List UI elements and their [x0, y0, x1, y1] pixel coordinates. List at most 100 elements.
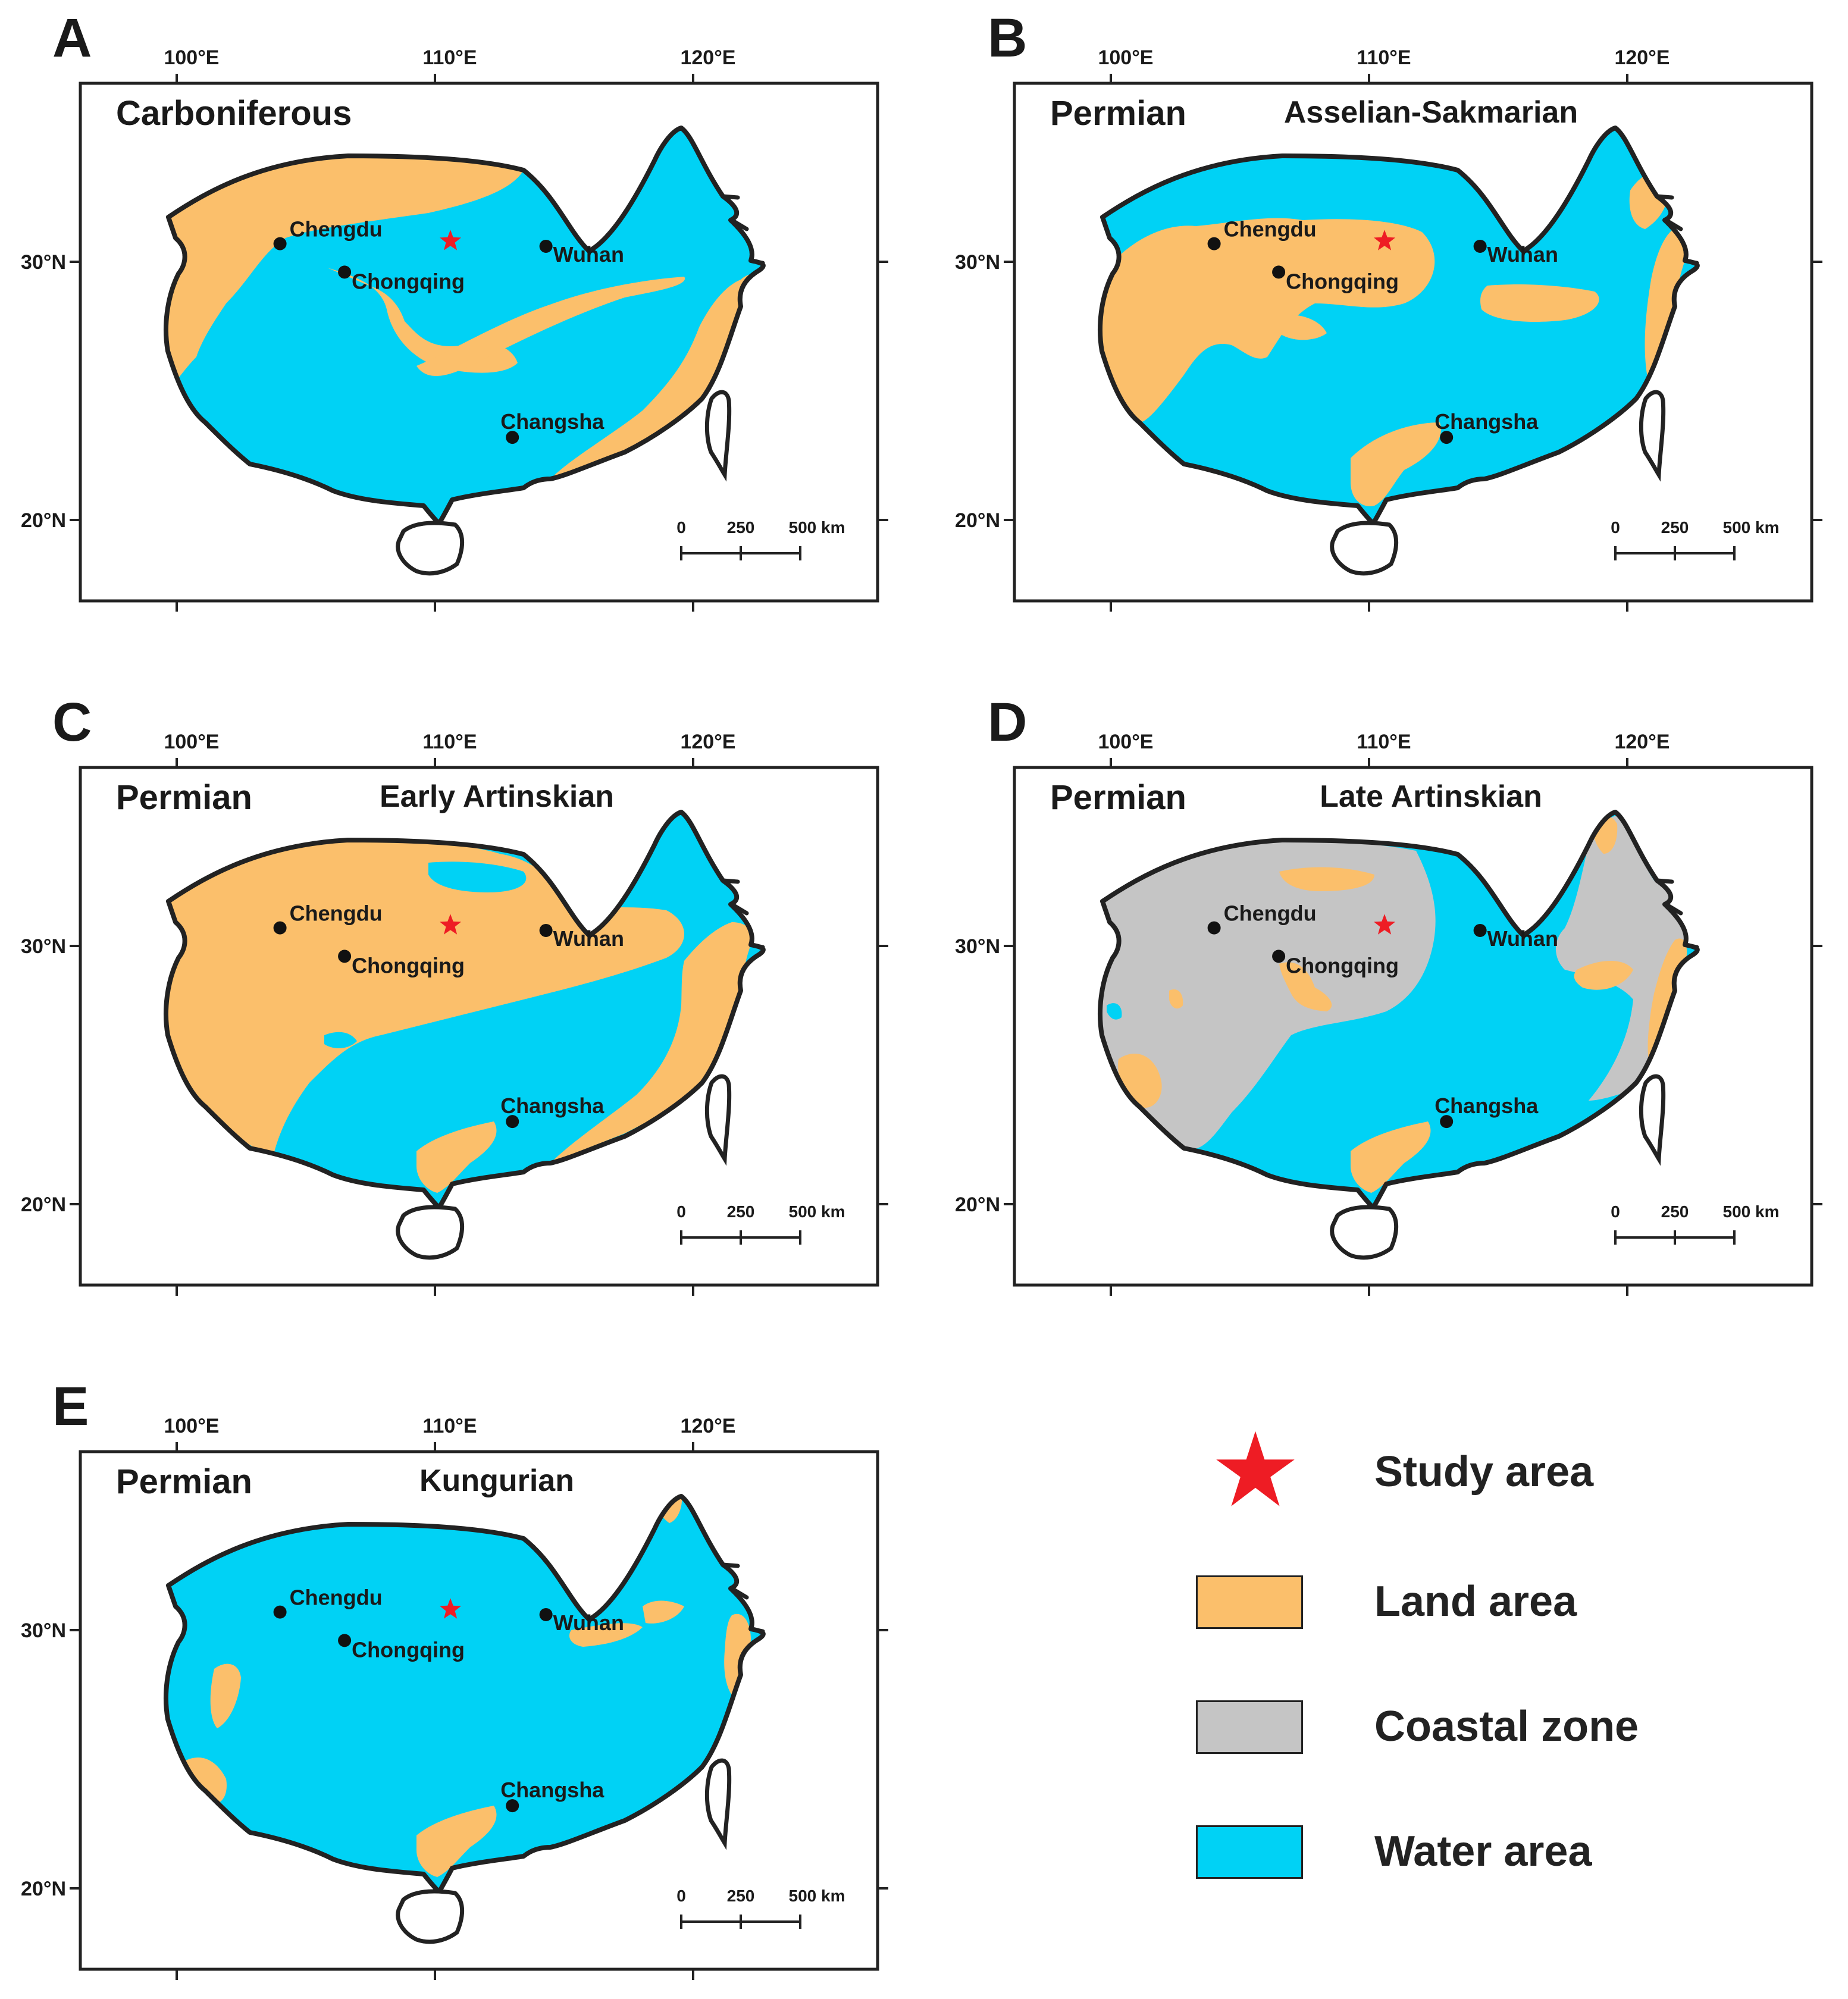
- city-marker-chengdu: [273, 1605, 287, 1619]
- taiwan-island: [704, 390, 732, 482]
- city-label-changsha: Changsha: [1434, 1094, 1539, 1118]
- water-area-swatch: [1196, 1825, 1303, 1879]
- land-area-region: [724, 1613, 751, 1699]
- lon-label: 100°E: [1098, 731, 1153, 753]
- city-marker-chongqing: [338, 1634, 352, 1647]
- legend-item-land-area: Land area: [1130, 1569, 1815, 1641]
- land-area-region: [416, 277, 685, 376]
- lon-label: 120°E: [680, 46, 735, 69]
- lat-label: 30°N: [21, 1619, 66, 1642]
- city-marker-wuhan: [539, 239, 553, 253]
- panel-letter-e: E: [52, 1376, 89, 1437]
- scale-label-0: 0: [1611, 518, 1620, 537]
- city-label-chongqing: Chongqing: [352, 269, 465, 293]
- lon-label: 100°E: [164, 46, 219, 69]
- city-label-chongqing: Chongqing: [352, 1637, 465, 1662]
- city-label-changsha: Changsha: [500, 1094, 604, 1118]
- study-area-star-icon: [440, 914, 462, 935]
- coastal-zone-swatch: [1196, 1700, 1303, 1754]
- china-outline: [164, 810, 766, 1210]
- scale-label-500: 500 km: [789, 1887, 845, 1905]
- map-fill-group: [1100, 812, 1697, 1208]
- study-area-star-icon: [440, 1598, 462, 1619]
- city-label-chengdu: Chengdu: [1224, 901, 1317, 926]
- lon-label: 110°E: [422, 1415, 477, 1437]
- lon-label: 110°E: [422, 731, 477, 753]
- water-area-region: [1107, 1003, 1122, 1020]
- panel-letter-c: C: [52, 692, 92, 753]
- city-label-wuhan: Wuhan: [1487, 242, 1558, 267]
- lon-label: 120°E: [1614, 46, 1670, 69]
- china-outline: [164, 126, 766, 526]
- panel-letter-b: B: [988, 8, 1028, 68]
- scale-label-250: 250: [1661, 1202, 1689, 1221]
- land-area-region: [1645, 226, 1688, 381]
- land-area-region: [1480, 284, 1599, 322]
- map-panel-a: 100°E 110°E 120°E 30°N 20°N Chengdu Chongqing W…: [21, 46, 888, 612]
- land-area-region: [210, 1663, 241, 1728]
- city-marker-changsha: [506, 1799, 519, 1813]
- water-area-region: [329, 238, 498, 285]
- lon-label: 100°E: [164, 731, 219, 753]
- map-panel-c: 100°E 110°E 120°E 30°N 20°N Chengdu Chongqing W…: [21, 731, 888, 1296]
- city-label-wuhan: Wuhan: [553, 926, 624, 951]
- panel-letter-a: A: [52, 8, 92, 68]
- city-marker-chongqing: [1272, 265, 1286, 279]
- city-label-chongqing: Chongqing: [352, 953, 465, 977]
- lat-label: 20°N: [955, 509, 1000, 532]
- coastal-area-region: [1100, 840, 1436, 1149]
- city-marker-chengdu: [1207, 921, 1221, 935]
- lon-label: 100°E: [164, 1415, 219, 1437]
- lon-label: 100°E: [1098, 46, 1153, 69]
- legend-label-water-area: Water area: [1374, 1828, 1592, 1875]
- city-label-chongqing: Chongqing: [1286, 953, 1399, 977]
- study-area-star-icon: [440, 230, 462, 250]
- legend-item-study-area: Study area: [1130, 1431, 1815, 1511]
- scale-label-250: 250: [727, 1887, 755, 1905]
- city-marker-chengdu: [273, 921, 287, 935]
- legend-label-coastal-zone: Coastal zone: [1374, 1703, 1639, 1750]
- map-panel-e: 100°E 110°E 120°E 30°N 20°N Chengdu Chongqing W…: [21, 1415, 888, 1980]
- land-area-region: [184, 1757, 227, 1804]
- taiwan-island: [704, 1758, 732, 1850]
- scale-label-250: 250: [727, 1202, 755, 1221]
- city-label-wuhan: Wuhan: [553, 1611, 624, 1635]
- lat-label: 20°N: [21, 509, 66, 532]
- land-area-region: [416, 1806, 497, 1877]
- city-marker-chengdu: [1207, 237, 1221, 250]
- land-area-region: [1351, 422, 1441, 506]
- city-marker-wuhan: [1473, 923, 1487, 937]
- panel-period-title: Permian: [1050, 778, 1186, 817]
- lat-label: 30°N: [955, 935, 1000, 958]
- taiwan-island: [1639, 390, 1666, 482]
- city-marker-chongqing: [338, 265, 352, 279]
- scale-label-500: 500 km: [789, 518, 845, 537]
- taiwan-island: [1639, 1074, 1666, 1166]
- city-marker-wuhan: [539, 923, 553, 937]
- water-area-region: [428, 861, 527, 892]
- city-label-chengdu: Chengdu: [1224, 217, 1317, 242]
- land-area-region: [1279, 315, 1327, 340]
- map-fill-group: [1100, 128, 1697, 524]
- land-area-region: [166, 839, 684, 1154]
- legend: Study area Land area Coastal zone Water …: [1130, 1431, 1815, 1975]
- panel-period-title: Permian: [116, 778, 252, 817]
- city-label-chengdu: Chengdu: [290, 901, 383, 926]
- legend-label-study-area: Study area: [1374, 1448, 1594, 1496]
- land-area-region: [1100, 218, 1435, 422]
- scale-label-0: 0: [676, 1202, 686, 1221]
- city-label-chengdu: Chengdu: [290, 217, 383, 242]
- china-outline: [1098, 810, 1700, 1210]
- city-marker-wuhan: [539, 1608, 553, 1621]
- city-marker-changsha: [1440, 431, 1454, 444]
- coast-peninsulas: [1655, 878, 1699, 950]
- lon-label: 110°E: [422, 46, 477, 69]
- land-area-region: [1574, 961, 1633, 990]
- land-area-region: [569, 1623, 643, 1647]
- hainan-island: [396, 1889, 465, 1944]
- scale-label-0: 0: [676, 518, 686, 537]
- land-area-region: [416, 1121, 497, 1193]
- lat-label: 20°N: [21, 1878, 66, 1900]
- city-marker-chongqing: [1272, 950, 1286, 963]
